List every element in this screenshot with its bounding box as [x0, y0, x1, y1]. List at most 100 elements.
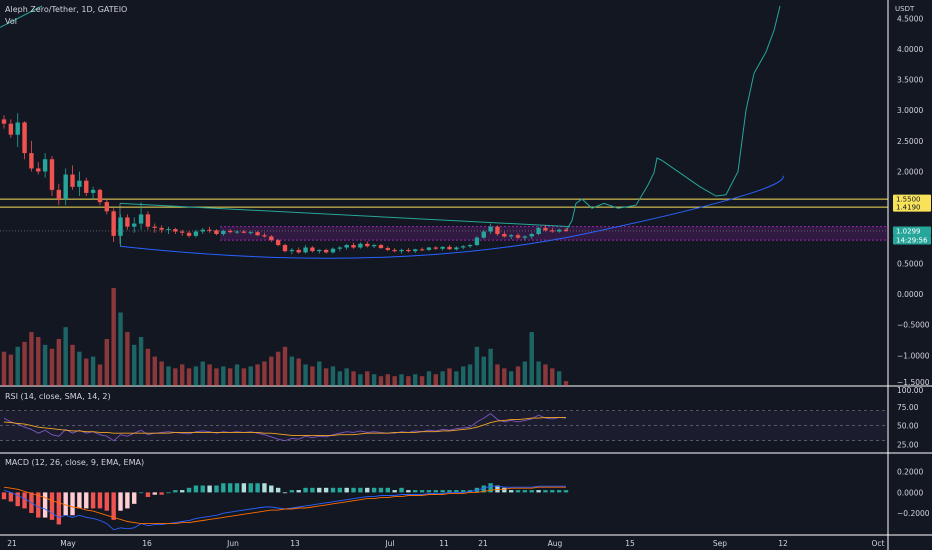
- volume-bar: [63, 327, 68, 386]
- volume-bar: [132, 344, 137, 386]
- currency-label: USDT: [895, 5, 915, 13]
- candle: [49, 156, 55, 196]
- macd-histogram-bar: [344, 487, 349, 493]
- candle: [317, 249, 322, 254]
- symbol-title: Aleph Zero/Tether, 1D, GATEIO: [5, 5, 128, 14]
- candle-body: [186, 232, 192, 236]
- volume-bar: [125, 332, 130, 386]
- price-axis-label: 0.0000: [897, 290, 923, 299]
- volume-bar: [15, 346, 20, 386]
- candle: [138, 202, 144, 230]
- candle: [118, 214, 123, 247]
- volume-bar: [365, 371, 370, 386]
- macd-histogram-bar: [323, 487, 329, 493]
- macd-histogram-bar: [502, 487, 507, 493]
- candle-body: [132, 223, 137, 227]
- macd-histogram-bar: [481, 485, 486, 493]
- volume-bar: [159, 361, 164, 386]
- volume-bar: [36, 337, 41, 386]
- price-axis-label: 4.0000: [897, 45, 923, 54]
- x-axis-label: Jun: [226, 539, 239, 548]
- candle: [481, 229, 486, 239]
- price-badge-label: 1.0299: [896, 227, 921, 235]
- macd-histogram-bar: [56, 492, 62, 525]
- candle: [392, 248, 397, 253]
- candle: [275, 238, 281, 247]
- macd-histogram-bar: [179, 490, 185, 493]
- candle: [145, 211, 151, 230]
- candle: [63, 168, 68, 206]
- candle-body: [365, 243, 370, 247]
- candle: [207, 226, 212, 233]
- macd-label: MACD (12, 26, close, 9, EMA, EMA): [5, 458, 145, 467]
- macd-histogram-bar: [508, 490, 514, 493]
- candle-body: [221, 230, 226, 234]
- candle: [460, 245, 466, 250]
- candle-body: [317, 249, 322, 252]
- macd-histogram-bar: [22, 492, 27, 509]
- volume-bar: [118, 312, 123, 386]
- volume-bar: [323, 368, 329, 386]
- candle: [193, 229, 199, 238]
- volume-bar: [166, 366, 171, 386]
- rsi-axis-label: 100.00: [897, 386, 923, 395]
- candle: [543, 225, 548, 232]
- volume-bar: [77, 351, 82, 386]
- candle-body: [255, 232, 260, 236]
- candle-body: [248, 232, 253, 234]
- price-badge-label: 1.5500: [896, 196, 921, 204]
- volume-bar: [358, 374, 363, 386]
- volume-bar: [262, 361, 267, 386]
- candle-body: [104, 202, 110, 212]
- candle-body: [227, 230, 233, 233]
- x-axis-label: Oct: [872, 539, 885, 548]
- candle-body: [111, 211, 116, 236]
- candle: [378, 243, 384, 249]
- macd-histogram-bar: [447, 490, 452, 493]
- macd-histogram-bar: [275, 487, 281, 493]
- candle-body: [447, 246, 452, 250]
- price-badge: [893, 202, 931, 212]
- signal-line: [3, 486, 566, 525]
- volume-bar: [515, 366, 521, 386]
- volume-label: Vol: [5, 17, 17, 26]
- macd-histogram-bar: [337, 487, 343, 493]
- candle-body: [371, 245, 377, 247]
- macd-histogram-bar: [269, 485, 274, 493]
- macd-histogram-bar: [84, 492, 89, 509]
- candle-body: [522, 236, 528, 238]
- price-axis-label: 4.5000: [897, 14, 923, 23]
- candle-body: [207, 229, 212, 231]
- candle-body: [166, 229, 171, 231]
- candle-body: [179, 231, 185, 233]
- volume-bar: [227, 368, 233, 386]
- x-axis-label: Aug: [548, 539, 563, 548]
- volume-bar: [255, 364, 260, 386]
- volume-bar: [337, 371, 343, 386]
- volume-bar: [186, 368, 192, 386]
- macd-histogram-bar: [522, 490, 528, 493]
- candle: [536, 226, 541, 236]
- candle-body: [337, 247, 343, 249]
- candle-body: [543, 227, 548, 231]
- candle: [104, 199, 110, 215]
- macd-histogram-bar: [221, 483, 226, 493]
- candle-body: [323, 249, 329, 253]
- candle: [406, 248, 411, 253]
- volume-bar: [426, 371, 432, 386]
- price-axis-label: 2.0000: [897, 167, 923, 176]
- candle: [97, 188, 103, 206]
- volume-bar: [22, 341, 27, 386]
- volume-bar: [289, 356, 295, 386]
- candle: [234, 230, 240, 234]
- candle: [132, 217, 137, 233]
- volume-bar: [344, 368, 349, 386]
- candle: [502, 231, 507, 238]
- volume-bar: [269, 356, 274, 386]
- candle: [227, 229, 233, 234]
- macd-histogram-bar: [70, 492, 75, 516]
- candle: [166, 226, 171, 234]
- x-axis-label: 11: [439, 539, 449, 548]
- candle: [282, 243, 288, 253]
